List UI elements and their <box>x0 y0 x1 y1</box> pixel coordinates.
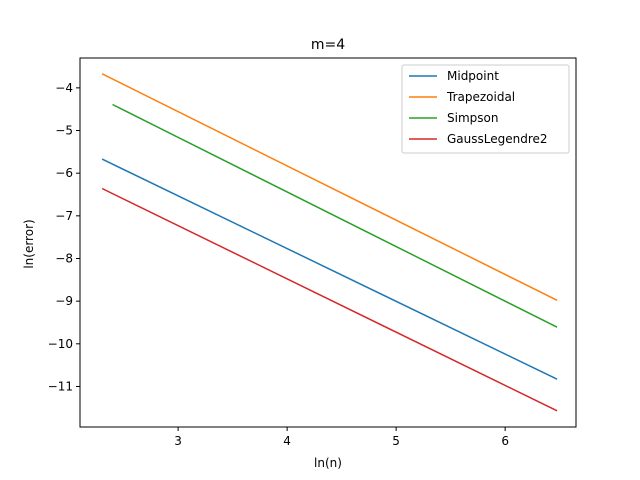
y-tick-label: −10 <box>48 337 73 351</box>
y-tick-label: −8 <box>55 251 73 265</box>
y-tick-label: −7 <box>55 209 73 223</box>
y-tick-label: −11 <box>48 379 73 393</box>
x-axis-label: ln(n) <box>314 456 342 470</box>
y-tick-label: −6 <box>55 166 73 180</box>
legend-label-simpson: Simpson <box>447 111 498 125</box>
x-tick-label: 5 <box>392 434 400 448</box>
series-line-simpson <box>112 103 558 328</box>
legend-label-trapezoidal: Trapezoidal <box>446 90 515 104</box>
legend-box <box>401 64 570 154</box>
plot-frame <box>79 57 577 428</box>
series-line-midpoint <box>101 158 558 380</box>
series-line-trapezoidal <box>101 73 558 301</box>
y-axis-label: ln(error) <box>22 219 36 268</box>
legend: Midpoint Trapezoidal Simpson GaussLegendre2 <box>401 64 570 154</box>
y-tick-label: −5 <box>55 124 73 138</box>
legend-label-gausslegendre2: GaussLegendre2 <box>447 132 548 146</box>
x-tick-label: 4 <box>283 434 291 448</box>
plot-area: 3 4 5 6 −4 −5 −6 −7 −8 −9 −10 −11 <box>48 57 577 448</box>
x-tick-label: 3 <box>174 434 182 448</box>
x-tick-label: 6 <box>501 434 509 448</box>
y-tick-label: −9 <box>55 294 73 308</box>
chart-title: m=4 <box>311 37 345 53</box>
y-tick-label: −4 <box>55 81 73 95</box>
series-line-gausslegendre2 <box>101 187 558 412</box>
legend-label-midpoint: Midpoint <box>447 69 499 83</box>
